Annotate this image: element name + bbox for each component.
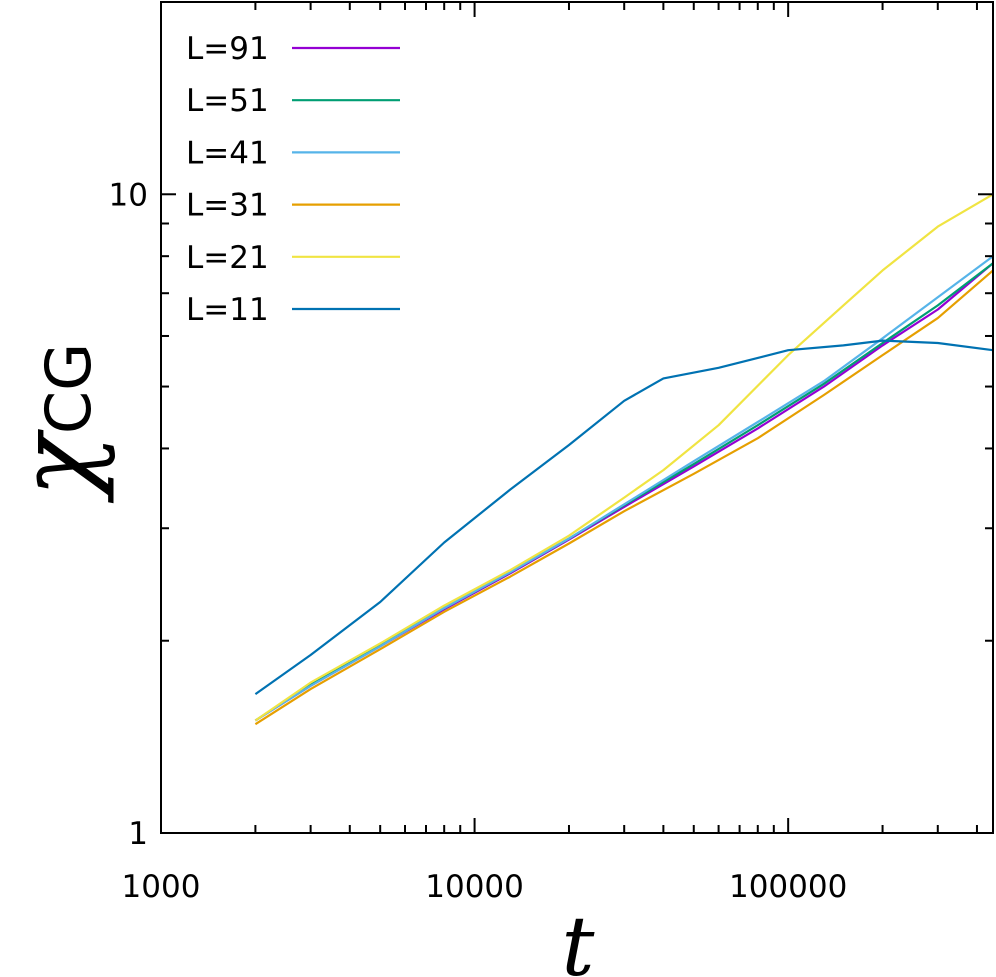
minor-ticks bbox=[161, 1, 993, 833]
series-line-l-31 bbox=[254, 269, 994, 726]
y-axis-title-symbol: χ bbox=[0, 428, 117, 504]
legend-label-l-11: L=11 bbox=[186, 292, 269, 328]
svg-text:χCG: χCG bbox=[0, 343, 117, 504]
x-tick-label-1000: 1000 bbox=[122, 869, 201, 905]
y-tick-label-10: 10 bbox=[109, 177, 148, 213]
legend-label-l-31: L=31 bbox=[186, 188, 269, 224]
legend-label-l-41: L=41 bbox=[186, 135, 269, 171]
legend: L=91 L=51 L=41 L=31 L=21 L=11 bbox=[186, 31, 400, 328]
series-line-l-21 bbox=[254, 193, 994, 722]
x-tick-labels: 1000 10000 100000 bbox=[122, 869, 848, 905]
major-ticks bbox=[160, 2, 993, 834]
x-tick-label-100000: 100000 bbox=[729, 869, 847, 905]
x-tick-label-10000: 10000 bbox=[425, 869, 524, 905]
plot-frame bbox=[160, 1, 994, 834]
legend-label-l-91: L=91 bbox=[186, 31, 269, 67]
legend-label-l-21: L=21 bbox=[186, 240, 269, 276]
y-tick-labels: 1 10 bbox=[109, 177, 148, 852]
y-tick-label-1: 1 bbox=[128, 816, 148, 852]
legend-label-l-51: L=51 bbox=[186, 83, 269, 119]
axes bbox=[160, 1, 994, 834]
y-axis-title: χCG bbox=[0, 343, 117, 504]
plot-series bbox=[254, 193, 994, 726]
y-axis-title-subscript: CG bbox=[32, 343, 105, 434]
x-axis-title: t bbox=[562, 900, 596, 977]
series-line-l-41 bbox=[254, 255, 994, 722]
series-line-l-11 bbox=[254, 339, 994, 695]
